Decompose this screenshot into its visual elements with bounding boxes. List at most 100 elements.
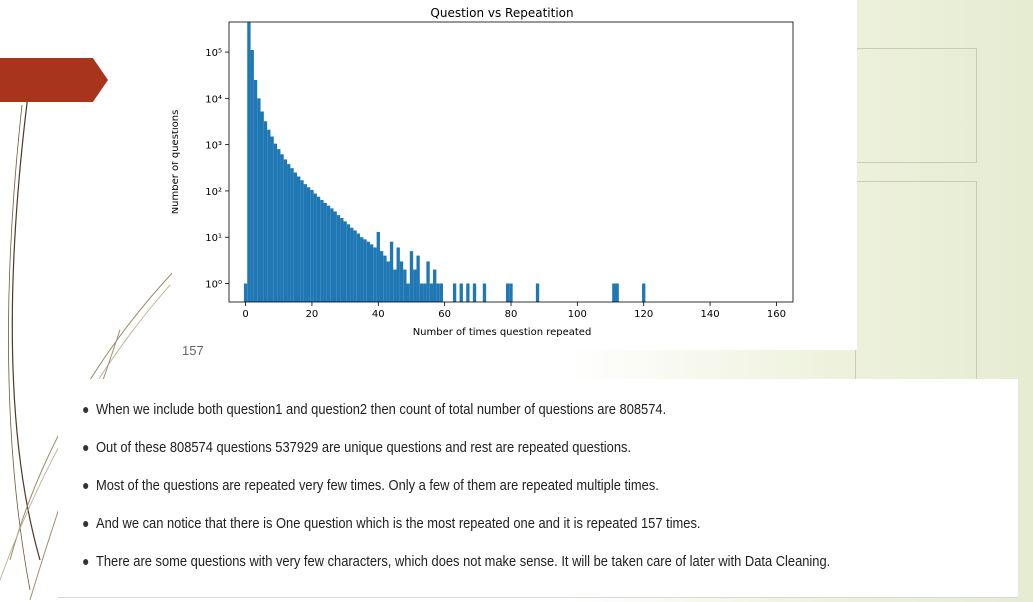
histogram-bar [350,227,354,302]
histogram-bar [297,176,301,302]
histogram-bar [433,269,437,302]
histogram-bar [423,283,427,302]
histogram-bar [316,196,321,302]
histogram-bar [426,261,430,302]
histogram-bar [459,283,463,302]
histogram-bar [343,221,347,302]
histogram-bar [263,121,268,303]
histogram-bar [273,143,278,302]
histogram-bar [306,187,311,302]
histogram-bar [363,239,367,302]
histogram-bar [399,261,404,302]
histogram-bar [612,283,616,302]
bullet-dot [83,521,89,527]
histogram-bar [373,247,377,302]
histogram-bar [452,283,457,302]
x-tick-label: 60 [438,309,451,320]
histogram-bar [310,189,314,302]
y-tick-label: 10⁰ [205,279,222,290]
histogram-bar [353,230,357,302]
decor-box-bottom [855,181,977,383]
y-tick-label: 10¹ [205,233,222,244]
x-tick-label: 120 [634,309,653,320]
histogram-bar [320,199,324,302]
histogram-bar [436,283,440,302]
histogram-bar [642,283,646,302]
histogram-bar [403,269,407,302]
histogram-bar [506,283,510,302]
histogram-bar [270,136,274,302]
histogram-bar [383,255,387,302]
notes-panel: When we include both question1 and quest… [58,379,1018,598]
histogram-bar [336,215,341,302]
histogram-bar [376,231,380,302]
x-tick-label: 40 [372,309,385,320]
histogram-panel: Question vs Repeatition Number of times … [172,0,857,350]
histogram-bar [330,208,334,302]
histogram-bar [379,251,384,302]
histogram-bar [429,283,434,302]
y-tick-label: 10³ [205,141,222,152]
histogram-bar [300,180,304,302]
histogram-bar [260,111,264,302]
decor-box-top [855,48,977,163]
histogram-bar [250,49,254,302]
histogram-bar [323,202,327,302]
bullet-dot [83,483,89,489]
histogram-bar [509,283,513,302]
histogram-bar [482,283,487,302]
histogram-bar [277,149,281,302]
histogram-bar [356,233,361,302]
bullet-item: Out of these 808574 questions 537929 are… [83,439,631,456]
histogram-bar [366,241,370,302]
x-tick-label: 100 [568,309,587,320]
histogram-bar [333,211,337,302]
histogram-bar [290,168,294,302]
x-tick-label: 80 [505,309,518,320]
histogram-bar [283,159,288,302]
histogram-bar [370,244,374,302]
histogram-bar [360,237,364,302]
x-tick-label: 20 [306,309,319,320]
x-tick-label: 160 [767,309,786,320]
histogram-bar [243,283,248,302]
bullet-dot [83,559,89,565]
plot-frame [228,21,794,303]
bullet-item: Most of the questions are repeated very … [83,477,659,494]
histogram-bar [413,269,417,302]
y-tick-label: 10⁴ [205,94,222,105]
histogram-bar [406,283,410,302]
histogram-bar [396,247,400,302]
histogram-bar [247,22,251,303]
bullet-dot [83,407,89,413]
chart-title: Question vs Repeatition [430,6,573,20]
histogram-bar [303,184,307,302]
y-tick-label: 10² [205,187,222,198]
histogram-bar [257,98,261,302]
histogram-bar [615,283,619,302]
histogram-bar [326,205,331,302]
histogram-bar [267,129,271,302]
histogram-bar [472,283,477,302]
histogram-bar [535,283,540,302]
histogram-bar [287,164,291,302]
histogram-bar [389,241,394,302]
histogram-bar [293,172,298,302]
histogram-bar [346,224,351,302]
histogram-bar [340,218,344,302]
histogram-bar [313,193,317,302]
histogram-chart: Question vs Repeatition Number of times … [172,6,794,338]
histogram-bar [280,154,284,302]
histogram-bar [253,79,258,302]
bullet-item: When we include both question1 and quest… [83,401,666,418]
histogram-bar [409,251,414,302]
histogram-bar [419,283,424,302]
bullet-dot [83,445,89,451]
y-tick-label: 10⁵ [205,48,222,59]
bullet-item: There are some questions with very few c… [83,553,830,570]
histogram-bar [393,269,397,302]
x-axis-label: Number of times question repeated [413,327,592,338]
y-axis-label: Number of questions [172,110,181,215]
histogram-bar [466,283,470,302]
histogram-bar [416,255,420,302]
